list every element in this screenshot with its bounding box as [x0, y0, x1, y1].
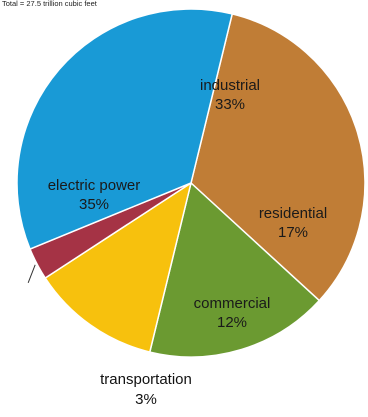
slice-value-commercial: 12% — [217, 314, 247, 331]
slice-name-commercial: commercial — [194, 295, 271, 312]
pie-labels: industrial 33% residential 17% commercial 12%… — [27, 77, 327, 408]
slice-label-commercial: commercial 12% — [194, 295, 271, 331]
chart-subtitle: Total = 27.5 trillion cubic feet — [2, 0, 98, 8]
slice-label-industrial: industrial 33% — [200, 77, 260, 113]
slice-value-transportation: 3% — [135, 391, 157, 408]
slice-value-electric-power: 35% — [79, 196, 109, 213]
pie-slice-residential — [149, 182, 321, 358]
slice-label-residential: residential 17% — [259, 205, 327, 241]
slice-name-residential: residential — [259, 205, 327, 222]
slice-label-electric-power: electric power 35% — [48, 177, 141, 213]
pie-slice-commercial — [44, 182, 192, 353]
pie-slice-electric-power — [16, 8, 233, 250]
leader-line-transportation — [27, 264, 36, 283]
slice-label-transportation: transportation 3% — [100, 371, 192, 408]
pie-slice-industrial — [190, 13, 366, 302]
slice-name-electric-power: electric power — [48, 177, 141, 194]
pie-slices — [16, 8, 366, 358]
slice-value-industrial: 33% — [215, 96, 245, 113]
slice-name-industrial: industrial — [200, 77, 260, 94]
slice-value-residential: 17% — [278, 224, 308, 241]
slice-name-transportation: transportation — [100, 371, 192, 388]
